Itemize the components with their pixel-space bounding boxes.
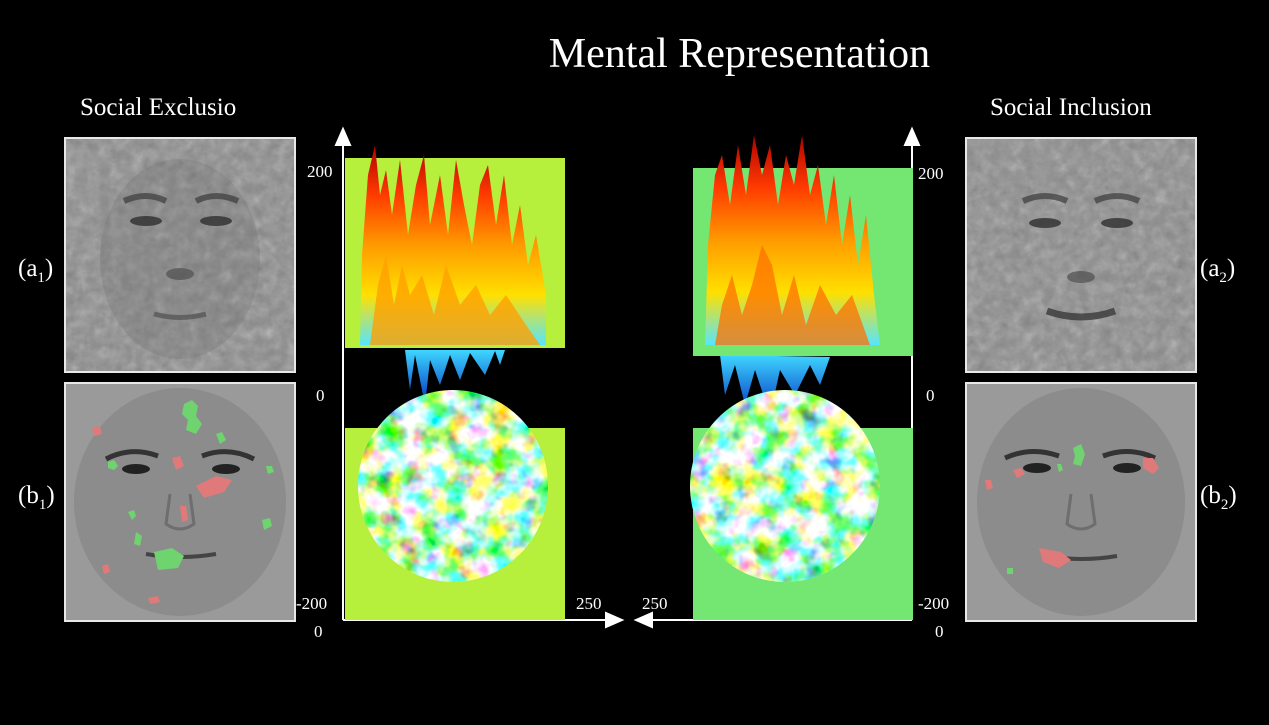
panel-label-b1: (b1) [18,482,55,513]
inclusion-classification-image [965,137,1197,373]
inclusion-surface-map [690,390,913,620]
page-title: Mental Representation [548,31,931,77]
left-y-tick-minus200: -200 [296,594,328,613]
inclusion-surface-3d [693,135,913,415]
right-x-tick-250: 250 [642,594,668,613]
inclusion-significance-map [965,382,1197,622]
left-x-tick-250: 250 [576,594,602,613]
left-y-tick-0: 0 [316,386,325,405]
exclusion-classification-image [64,137,296,373]
panel-label-b2: (b2) [1200,482,1237,513]
right-y-tick-0: 0 [926,386,935,405]
exclusion-surface-map [345,390,565,620]
exclusion-significance-map [64,382,296,622]
left-column-heading: Social Exclusio [80,94,237,121]
right-y-tick-200: 200 [918,164,944,183]
right-column-heading: Social Inclusion [990,94,1152,121]
right-y-tick-minus200: -200 [918,594,950,613]
left-y-tick-200: 200 [307,162,333,181]
panel-label-a2: (a2) [1200,255,1236,286]
left-x-tick-0: 0 [314,622,323,641]
right-x-tick-0: 0 [935,622,944,641]
surface-plots [334,126,921,629]
exclusion-surface-3d [345,145,565,405]
panel-label-a1: (a1) [18,255,54,286]
